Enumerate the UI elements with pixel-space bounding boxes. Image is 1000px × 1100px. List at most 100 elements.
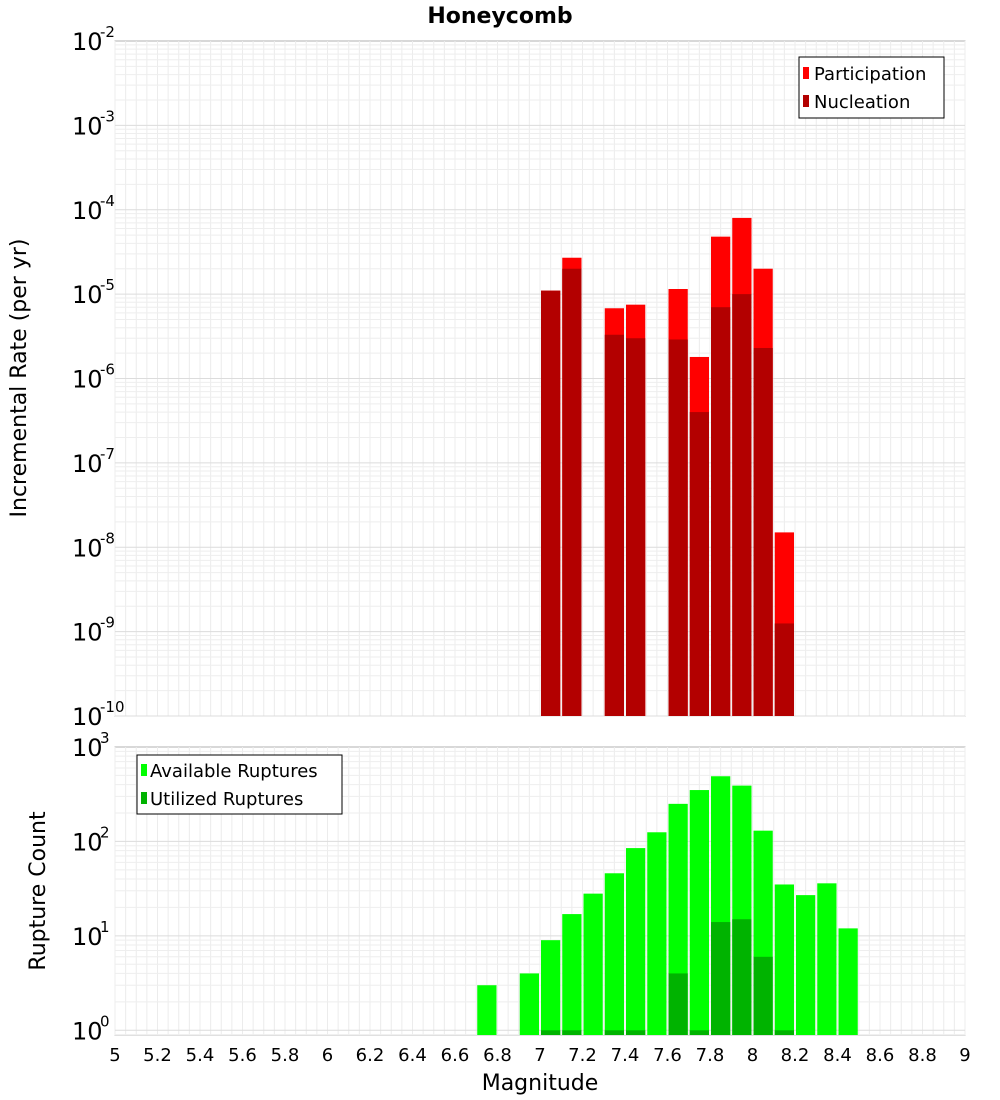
bottom-bar-available-ruptures (689, 790, 709, 1035)
legend-swatch-nucleation (803, 95, 809, 107)
x-tick-label: 8.4 (823, 1045, 852, 1066)
y-tick-exponent: -5 (100, 276, 115, 294)
x-tick-label: 8.8 (908, 1045, 937, 1066)
bottom-bar-utilized-ruptures (604, 1030, 624, 1035)
bottom-grid (114, 747, 966, 1036)
legend-swatch-utilized (141, 792, 147, 804)
top-y-tick-label: 10-8 (72, 529, 115, 562)
bottom-bar-available-ruptures (604, 873, 624, 1035)
bottom-bar-available-ruptures (477, 985, 497, 1035)
y-tick-base: 10 (72, 450, 103, 478)
y-tick-base: 10 (72, 734, 103, 762)
y-tick-exponent: -2 (100, 23, 115, 41)
top-bars (541, 217, 794, 716)
x-tick-label: 8.6 (866, 1045, 895, 1066)
y-tick-exponent: -7 (100, 445, 115, 463)
x-tick-label: 6.8 (483, 1045, 512, 1066)
y-tick-exponent: 0 (100, 1012, 110, 1030)
bottom-bar-available-ruptures (817, 883, 837, 1035)
top-y-tick-label: 10-3 (72, 107, 115, 140)
bottom-bar-utilized-ruptures (541, 1030, 561, 1035)
top-legend: Participation Nucleation (798, 56, 945, 119)
bottom-bar-available-ruptures (519, 973, 539, 1035)
bottom-bar-available-ruptures (647, 832, 667, 1035)
y-tick-exponent: -9 (100, 614, 115, 632)
bottom-y-tick-label: 102 (72, 823, 110, 856)
y-tick-exponent: -8 (100, 529, 115, 547)
chart-title: Honeycomb (427, 4, 572, 29)
x-tick-label: 5 (109, 1045, 120, 1066)
top-y-tick-label: 10-6 (72, 361, 115, 394)
x-tick-label: 9 (959, 1045, 970, 1066)
x-tick-label: 8.2 (781, 1045, 810, 1066)
top-legend-box (798, 56, 945, 119)
x-tick-label: 7.4 (611, 1045, 640, 1066)
x-tick-label: 7.2 (568, 1045, 597, 1066)
x-tick-label: 6.6 (441, 1045, 470, 1066)
top-bar-nucleation (774, 623, 794, 716)
top-bar-nucleation (626, 338, 646, 716)
legend-label-available: Available Ruptures (150, 761, 318, 782)
bottom-y-axis-label: Rupture Count (26, 811, 51, 971)
y-tick-exponent: -4 (100, 192, 115, 210)
y-tick-exponent: 2 (100, 823, 110, 841)
y-tick-base: 10 (72, 112, 103, 140)
y-tick-exponent: 1 (100, 918, 110, 936)
y-tick-base: 10 (72, 703, 103, 731)
bottom-bar-available-ruptures (626, 848, 646, 1035)
x-ticks: 5 5.2 5.4 5.6 5.8 6 6.2 6.4 6.6 6.8 7 7.2 7.4 7.6 7.8 8… (109, 1045, 970, 1066)
top-bar-nucleation (689, 412, 709, 716)
bottom-bars (477, 776, 858, 1035)
x-tick-label: 7 (534, 1045, 545, 1066)
bottom-bar-utilized-ruptures (668, 973, 688, 1035)
top-bar-nucleation (668, 339, 688, 716)
bottom-bar-available-ruptures (838, 928, 858, 1035)
x-tick-label: 7.8 (696, 1045, 725, 1066)
y-tick-exponent: -6 (100, 361, 115, 379)
y-tick-base: 10 (72, 828, 103, 856)
x-tick-label: 6.4 (398, 1045, 427, 1066)
bottom-bar-utilized-ruptures (774, 1030, 794, 1035)
y-tick-exponent: -3 (100, 107, 115, 125)
top-y-tick-label: 10-7 (72, 445, 115, 478)
x-tick-label: 5.8 (271, 1045, 300, 1066)
legend-label-nucleation: Nucleation (814, 92, 910, 113)
y-tick-base: 10 (72, 1017, 103, 1045)
bottom-bar-utilized-ruptures (711, 922, 731, 1035)
bottom-bar-utilized-ruptures (732, 919, 752, 1035)
y-tick-exponent: 3 (100, 729, 110, 747)
bottom-bar-utilized-ruptures (626, 1030, 646, 1035)
legend-swatch-available (141, 764, 147, 776)
bottom-bar-utilized-ruptures (689, 1030, 709, 1035)
top-y-tick-label: 10-2 (72, 23, 115, 56)
bottom-bar-available-ruptures (796, 895, 816, 1035)
x-axis-label: Magnitude (482, 1071, 599, 1096)
top-bar-nucleation (711, 307, 731, 716)
top-y-tick-label: 10-5 (72, 276, 115, 309)
bottom-y-tick-label: 103 (72, 729, 110, 762)
bottom-bar-available-ruptures (774, 884, 794, 1035)
top-bar-nucleation (604, 334, 624, 716)
bottom-y-tick-label: 101 (72, 918, 110, 951)
legend-label-utilized: Utilized Ruptures (150, 789, 303, 810)
bottom-legend-box (136, 754, 343, 815)
y-tick-base: 10 (72, 366, 103, 394)
top-y-tick-label: 10-4 (72, 192, 115, 225)
x-tick-label: 5.2 (143, 1045, 172, 1066)
x-tick-label: 7.6 (653, 1045, 682, 1066)
y-tick-base: 10 (72, 281, 103, 309)
top-y-tick-label: 10-10 (72, 698, 125, 731)
x-tick-label: 5.4 (186, 1045, 215, 1066)
legend-label-participation: Participation (814, 64, 926, 85)
y-tick-base: 10 (72, 619, 103, 647)
bottom-bar-utilized-ruptures (562, 1030, 582, 1035)
top-bar-nucleation (541, 290, 561, 716)
x-tick-label: 5.6 (228, 1045, 257, 1066)
x-tick-label: 8 (747, 1045, 758, 1066)
bottom-y-tick-label: 100 (72, 1012, 110, 1045)
y-tick-base: 10 (72, 923, 103, 951)
